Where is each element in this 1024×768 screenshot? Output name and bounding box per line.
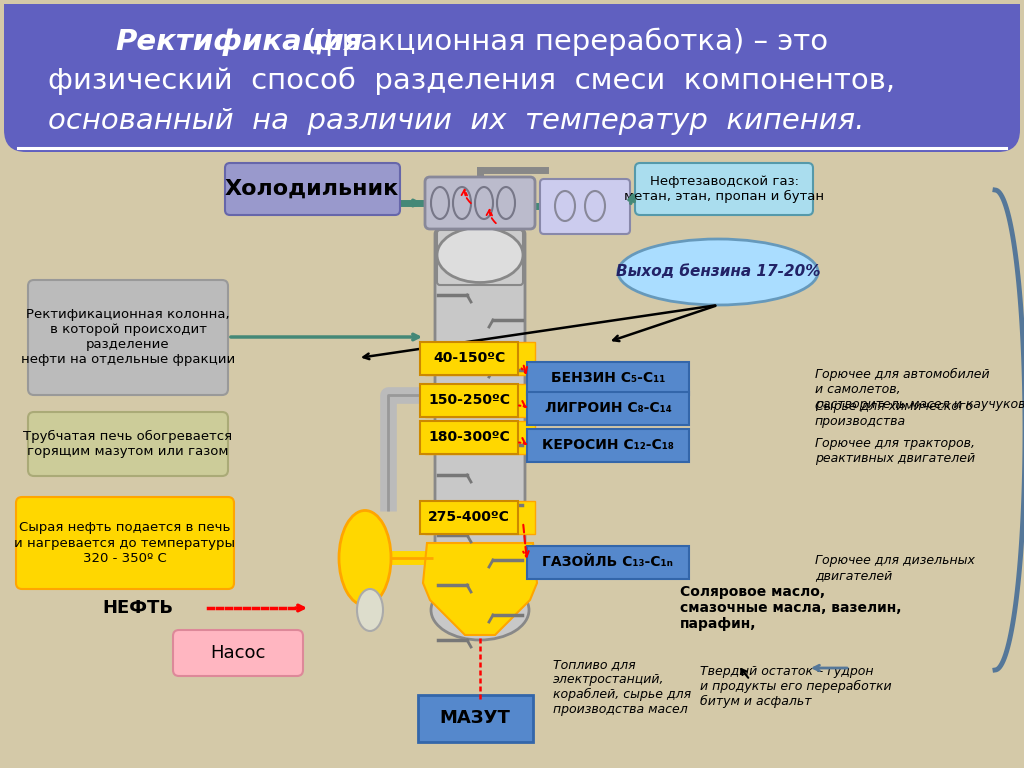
FancyBboxPatch shape [28,412,228,476]
Text: Ректификационная колонна,
в которой происходит
разделение
нефти на отдельные фра: Ректификационная колонна, в которой прои… [20,308,236,366]
Bar [418,695,534,742]
Text: 180-300ºC: 180-300ºC [428,430,510,444]
FancyBboxPatch shape [225,163,400,215]
Text: НЕФТЬ: НЕФТЬ [102,599,173,617]
Text: Холодильник: Холодильник [225,179,399,199]
Text: Трубчатая печь обогревается
горящим мазутом или газом: Трубчатая печь обогревается горящим мазу… [24,430,232,458]
Bar [425,384,535,417]
Text: физический  способ  разделения  смеси  компонентов,: физический способ разделения смеси компо… [48,67,895,95]
Text: Насос: Насос [210,644,265,662]
Text: Выход бензина 17-20%: Выход бензина 17-20% [615,264,820,280]
Text: Топливо для
электростанций,
кораблей, сырье для
производства масел: Топливо для электростанций, кораблей, сы… [553,658,691,716]
Text: ЛИГРОИН C₈-C₁₄: ЛИГРОИН C₈-C₁₄ [545,401,672,415]
Bar [425,421,535,454]
Ellipse shape [357,589,383,631]
Ellipse shape [437,227,523,283]
Bar [420,342,518,375]
Text: Нефтезаводской газ:
метан, этан, пропан и бутан: Нефтезаводской газ: метан, этан, пропан … [624,175,824,203]
Bar [420,501,518,534]
Text: 275-400ºC: 275-400ºC [428,510,510,524]
Text: Горючее для автомобилей
и самолетов,
растворитель масел и каучуков: Горючее для автомобилей и самолетов, рас… [815,368,1024,411]
Text: Сырье для химического
производства: Сырье для химического производства [815,400,973,428]
FancyBboxPatch shape [173,630,303,676]
Text: Горючее для дизельных
двигателей: Горючее для дизельных двигателей [815,554,975,582]
Text: Соляровое масло,
смазочные масла, вазелин,
парафин,: Соляровое масло, смазочные масла, вазели… [680,585,901,631]
Ellipse shape [431,580,529,640]
FancyBboxPatch shape [4,4,1020,152]
Ellipse shape [618,239,818,305]
FancyBboxPatch shape [425,177,535,229]
Bar [527,546,689,579]
Text: МАЗУТ: МАЗУТ [439,709,510,727]
FancyBboxPatch shape [540,179,630,234]
Text: 40-150ºC: 40-150ºC [433,351,505,365]
Bar [527,392,689,425]
Bar [420,421,518,454]
Bar [527,429,689,462]
Text: ГАЗОЙЛЬ C₁₃-C₁ₙ: ГАЗОЙЛЬ C₁₃-C₁ₙ [543,555,674,569]
Ellipse shape [339,511,391,605]
FancyBboxPatch shape [16,497,234,589]
Bar [4,4,1020,26]
Text: БЕНЗИН C₅-C₁₁: БЕНЗИН C₅-C₁₁ [551,371,666,385]
Polygon shape [423,543,537,635]
Text: (фракционная переработка) – это: (фракционная переработка) – это [296,28,828,56]
Text: Горючее для тракторов,
реактивных двигателей: Горючее для тракторов, реактивных двигат… [815,437,975,465]
Text: КЕРОСИН C₁₂-C₁₈: КЕРОСИН C₁₂-C₁₈ [542,438,674,452]
Bar [425,501,535,534]
Text: Твердый остаток – гудрон
и продукты его переработки
битум и асфальт: Твердый остаток – гудрон и продукты его … [700,665,892,708]
FancyBboxPatch shape [437,230,523,285]
FancyBboxPatch shape [28,280,228,395]
Bar [527,362,689,395]
Text: Сырая нефть подается в печь
и нагревается до температуры
320 - 350º С: Сырая нефть подается в печь и нагреваетс… [14,521,236,564]
Bar [420,384,518,417]
FancyBboxPatch shape [635,163,813,215]
Bar [425,342,535,375]
Text: основанный  на  различии  их  температур  кипения.: основанный на различии их температур кип… [48,107,864,135]
Bar [433,580,527,610]
FancyBboxPatch shape [435,230,525,610]
Text: Ректификация: Ректификация [115,28,362,56]
Text: 150-250ºC: 150-250ºC [428,393,510,407]
